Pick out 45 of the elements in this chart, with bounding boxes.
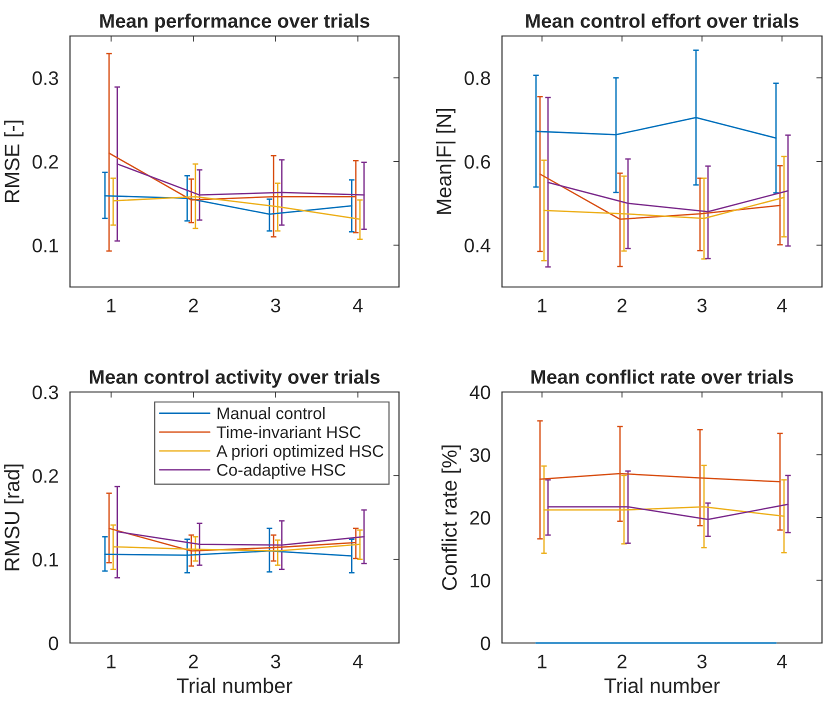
- x-tick-label: 1: [538, 654, 546, 668]
- y-tick-label: 0.2: [32, 469, 58, 483]
- x-tick-label: 4: [352, 654, 363, 668]
- x-tick-label: 2: [618, 654, 626, 668]
- y-axis-title: Mean|F| [N]: [436, 108, 456, 214]
- x-tick-label: 3: [270, 654, 280, 668]
- x-tick-label: 1: [538, 298, 546, 312]
- y-tick-label: 30: [470, 448, 490, 462]
- y-tick-label: 0: [480, 636, 490, 650]
- y-tick-label: 40: [470, 385, 490, 400]
- legend-label: Time-invariant HSC: [216, 426, 360, 438]
- y-tick-label: 0.8: [464, 71, 490, 86]
- y-tick-label: 0.1: [32, 238, 58, 252]
- x-tick-label: 3: [270, 298, 280, 312]
- x-tick-label: 1: [107, 654, 116, 668]
- x-tick-label: 4: [777, 654, 787, 668]
- y-tick-label: 0: [48, 636, 58, 650]
- x-tick-label: 4: [352, 298, 363, 312]
- x-axis-title: Trial number: [604, 678, 720, 694]
- x-tick-label: 3: [697, 298, 707, 312]
- x-tick-label: 2: [188, 654, 198, 668]
- x-axis-title: Trial number: [176, 678, 292, 694]
- chart-title: Mean conflict rate over trials: [531, 370, 794, 384]
- chart-title: Mean control activity over trials: [90, 370, 380, 388]
- x-tick-label: 3: [697, 654, 707, 668]
- y-tick-label: 0.6: [464, 154, 490, 169]
- y-tick-label: 10: [470, 574, 490, 588]
- y-axis-title: Conflict rate [%]: [442, 445, 461, 590]
- legend-label: Co-adaptive HSC: [217, 464, 346, 480]
- y-axis-title: RMSE [-]: [4, 120, 24, 202]
- x-tick-label: 2: [188, 298, 198, 312]
- y-axis-title: RMSU [rad]: [4, 464, 24, 570]
- y-tick-label: 0.2: [32, 154, 58, 169]
- y-tick-label: 0.3: [32, 385, 58, 400]
- chart-title: Mean control effort over trials: [526, 14, 798, 28]
- y-tick-label: 0.3: [32, 71, 58, 86]
- y-tick-label: 0.4: [464, 238, 490, 252]
- x-tick-label: 2: [618, 298, 626, 312]
- y-tick-label: 0.1: [32, 552, 58, 567]
- legend-label: Manual control: [218, 407, 325, 420]
- x-tick-label: 4: [777, 298, 787, 312]
- legend-label: A priori optimized HSC: [216, 444, 384, 460]
- x-tick-label: 1: [107, 298, 116, 312]
- y-tick-label: 20: [470, 510, 490, 525]
- chart-title: Mean performance over trials: [100, 14, 370, 32]
